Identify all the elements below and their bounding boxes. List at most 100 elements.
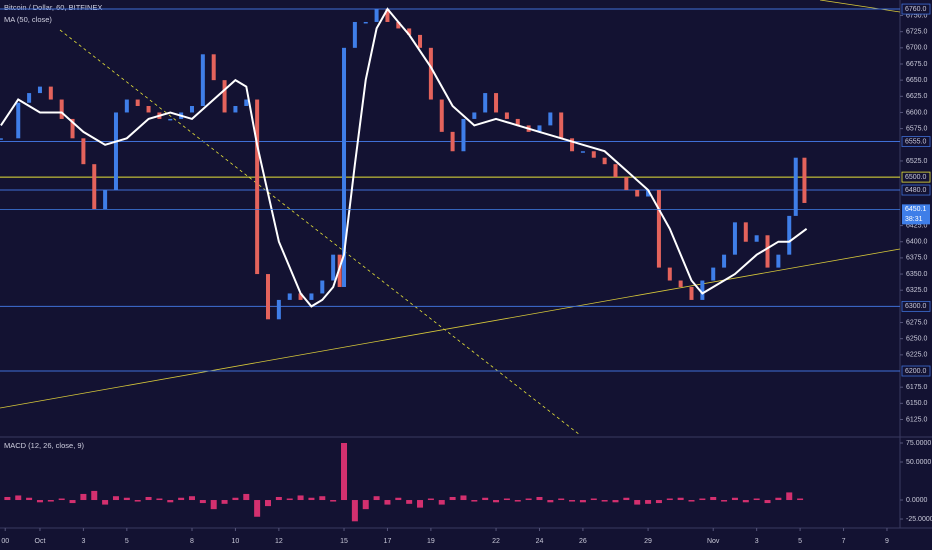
macd-bar bbox=[341, 443, 348, 501]
macd-bar bbox=[330, 500, 337, 502]
candle bbox=[211, 54, 216, 81]
macd-bar bbox=[319, 496, 326, 501]
macd-bar bbox=[210, 500, 217, 510]
candle bbox=[580, 151, 585, 153]
macd-bar bbox=[265, 500, 272, 507]
candle bbox=[81, 138, 86, 165]
candle bbox=[656, 190, 661, 268]
countdown: 38:31 bbox=[905, 216, 923, 223]
macd-bar bbox=[471, 500, 478, 502]
candle bbox=[70, 118, 75, 139]
candle bbox=[337, 254, 342, 287]
y-tick-label: 6275.0 bbox=[906, 319, 928, 326]
candle bbox=[16, 102, 21, 139]
macd-y-tick-label: 50.0000 bbox=[906, 459, 931, 466]
y-tick-label: 6375.0 bbox=[906, 255, 928, 262]
macd-bar bbox=[623, 497, 630, 501]
candle bbox=[135, 99, 140, 107]
y-tick-label: 6325.0 bbox=[906, 287, 928, 294]
x-tick-label: 3 bbox=[81, 538, 85, 545]
candle bbox=[92, 164, 97, 210]
macd-bar bbox=[590, 498, 597, 501]
macd-bar bbox=[503, 498, 510, 501]
candle bbox=[689, 286, 694, 300]
macd-bar bbox=[731, 497, 738, 501]
y-tick-label: 6150.0 bbox=[906, 400, 928, 407]
candle bbox=[189, 106, 194, 113]
trend-line bbox=[0, 248, 901, 409]
level-label: 6200.0 bbox=[905, 368, 927, 375]
macd-bar bbox=[449, 496, 456, 501]
candle bbox=[374, 9, 379, 22]
trend-line-dashed bbox=[59, 29, 581, 436]
macd-bar bbox=[15, 495, 22, 501]
candle bbox=[309, 293, 314, 300]
candle bbox=[222, 80, 227, 113]
candle bbox=[59, 99, 64, 119]
x-tick-label: 5 bbox=[798, 538, 802, 545]
macd-bar bbox=[134, 500, 141, 502]
macd-label: MACD (12, 26, close, 9) bbox=[4, 441, 85, 450]
x-tick-label: 15 bbox=[340, 538, 348, 545]
candle bbox=[743, 222, 748, 242]
candle bbox=[472, 112, 477, 119]
x-tick-label: 26 bbox=[579, 538, 587, 545]
candle bbox=[200, 54, 205, 107]
macd-bar bbox=[384, 500, 391, 505]
level-label-box bbox=[901, 3, 931, 15]
candle bbox=[113, 112, 118, 191]
macd-bar bbox=[645, 500, 652, 504]
level-label-box bbox=[901, 365, 931, 377]
macd-bar bbox=[601, 500, 608, 502]
macd-bar bbox=[688, 500, 695, 502]
candle bbox=[27, 93, 32, 103]
indicator-label: MA (50, close) bbox=[4, 15, 52, 24]
candle bbox=[331, 254, 336, 281]
x-tick-label: 12 bbox=[275, 538, 283, 545]
candle bbox=[320, 280, 325, 294]
macd-bar bbox=[102, 500, 109, 505]
macd-bar bbox=[243, 493, 250, 501]
macd-bar bbox=[232, 497, 239, 501]
y-tick-label: 6575.0 bbox=[906, 125, 928, 132]
y-tick-label: 6125.0 bbox=[906, 416, 928, 423]
candle bbox=[168, 118, 173, 121]
candle bbox=[504, 112, 509, 119]
candle bbox=[787, 215, 792, 255]
candle bbox=[591, 151, 596, 158]
last-price-box bbox=[902, 204, 930, 225]
candle bbox=[407, 28, 412, 35]
macd-bar bbox=[286, 498, 293, 501]
y-tick-label: 6225.0 bbox=[906, 352, 928, 359]
y-tick-label: 6600.0 bbox=[906, 109, 928, 116]
level-label-box bbox=[901, 300, 931, 312]
last-price-label: 6450.1 bbox=[905, 206, 927, 213]
candle bbox=[233, 106, 238, 113]
x-tick-label: 29 bbox=[644, 538, 652, 545]
x-tick-label: 22 bbox=[492, 538, 500, 545]
candle bbox=[287, 293, 292, 300]
y-tick-label: 6625.0 bbox=[906, 93, 928, 100]
candle bbox=[352, 21, 357, 48]
y-tick-label: 6350.0 bbox=[906, 271, 928, 278]
candle bbox=[103, 190, 108, 210]
candle bbox=[722, 254, 727, 268]
symbol-title: Bitcoin / Dollar, 60, BITFINEX bbox=[4, 3, 102, 12]
y-tick-label: 6725.0 bbox=[906, 29, 928, 36]
macd-bar bbox=[58, 498, 65, 501]
candle bbox=[342, 47, 347, 287]
candle bbox=[635, 190, 640, 197]
macd-bar bbox=[221, 500, 228, 504]
macd-bar bbox=[351, 500, 358, 522]
candle bbox=[124, 99, 129, 113]
candle bbox=[765, 235, 770, 268]
candle bbox=[146, 106, 151, 113]
level-label-box bbox=[901, 136, 931, 147]
candle bbox=[515, 118, 520, 126]
candle bbox=[461, 118, 466, 152]
y-tick-label: 6700.0 bbox=[906, 45, 928, 52]
candle bbox=[428, 47, 433, 100]
candle bbox=[646, 190, 651, 197]
candle bbox=[439, 99, 444, 132]
